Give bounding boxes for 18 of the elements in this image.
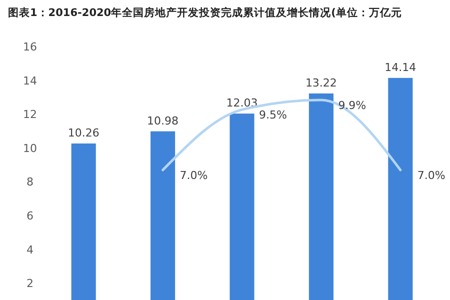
y-tick-label: 8 [26,176,34,189]
y-tick-label: 4 [26,243,34,256]
y-tick-label: 10 [23,142,37,155]
y-tick-label: 6 [26,209,34,222]
y-tick-label: 2 [26,277,34,290]
data-label: 10.26 [68,126,100,140]
y-tick-label: 14 [23,74,37,88]
y-tick-label: 16 [23,40,37,54]
data-label: 7.0% [180,169,208,182]
data-label: 10.98 [147,114,179,128]
data-label: 14.14 [384,60,416,74]
text: 图表1：2016-2020年全国房地产开发投资完成累计值及增长情况(单位：万亿元 [8,6,402,19]
data-label: 9.5% [259,108,287,122]
data-label: 9.9% [338,99,366,112]
y-tick-label: 12 [23,108,37,122]
data-label: 13.22 [305,76,337,90]
data-label: 12.03 [226,96,258,110]
data-label: 7.0% [417,169,446,182]
